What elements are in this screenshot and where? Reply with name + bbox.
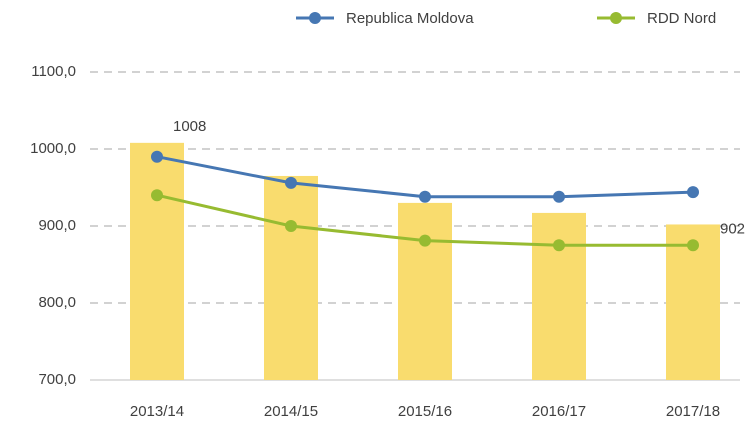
x-tick-label: 2017/18 <box>666 403 720 420</box>
marker <box>151 189 163 202</box>
marker <box>553 239 565 252</box>
marker <box>419 234 431 247</box>
bar <box>130 142 184 380</box>
y-tick-label: 1100,0 <box>31 63 76 80</box>
marker <box>419 190 431 203</box>
x-tick-label: 2016/17 <box>532 403 586 420</box>
marker <box>553 190 565 203</box>
legend-marker <box>309 12 321 24</box>
legend-label: Republica Moldova <box>346 10 474 27</box>
y-tick-label: 800,0 <box>38 294 76 311</box>
legend-marker <box>610 12 622 24</box>
y-tick-label: 700,0 <box>38 371 76 388</box>
marker <box>687 186 699 199</box>
legend-label: RDD Nord <box>647 10 716 27</box>
x-tick-label: 2013/14 <box>130 403 184 420</box>
data-label: 902 <box>720 220 745 237</box>
marker <box>285 176 297 189</box>
x-tick-label: 2014/15 <box>264 403 318 420</box>
x-tick-label: 2015/16 <box>398 403 452 420</box>
line <box>156 155 694 199</box>
data-label: 1008 <box>173 118 206 135</box>
y-tick-label: 900,0 <box>38 217 76 234</box>
y-tick-label: 1000,0 <box>30 140 76 157</box>
marker <box>687 239 699 252</box>
bar <box>532 212 586 380</box>
marker <box>151 150 163 163</box>
bar <box>264 175 318 380</box>
marker <box>285 220 297 232</box>
bar <box>398 202 452 380</box>
